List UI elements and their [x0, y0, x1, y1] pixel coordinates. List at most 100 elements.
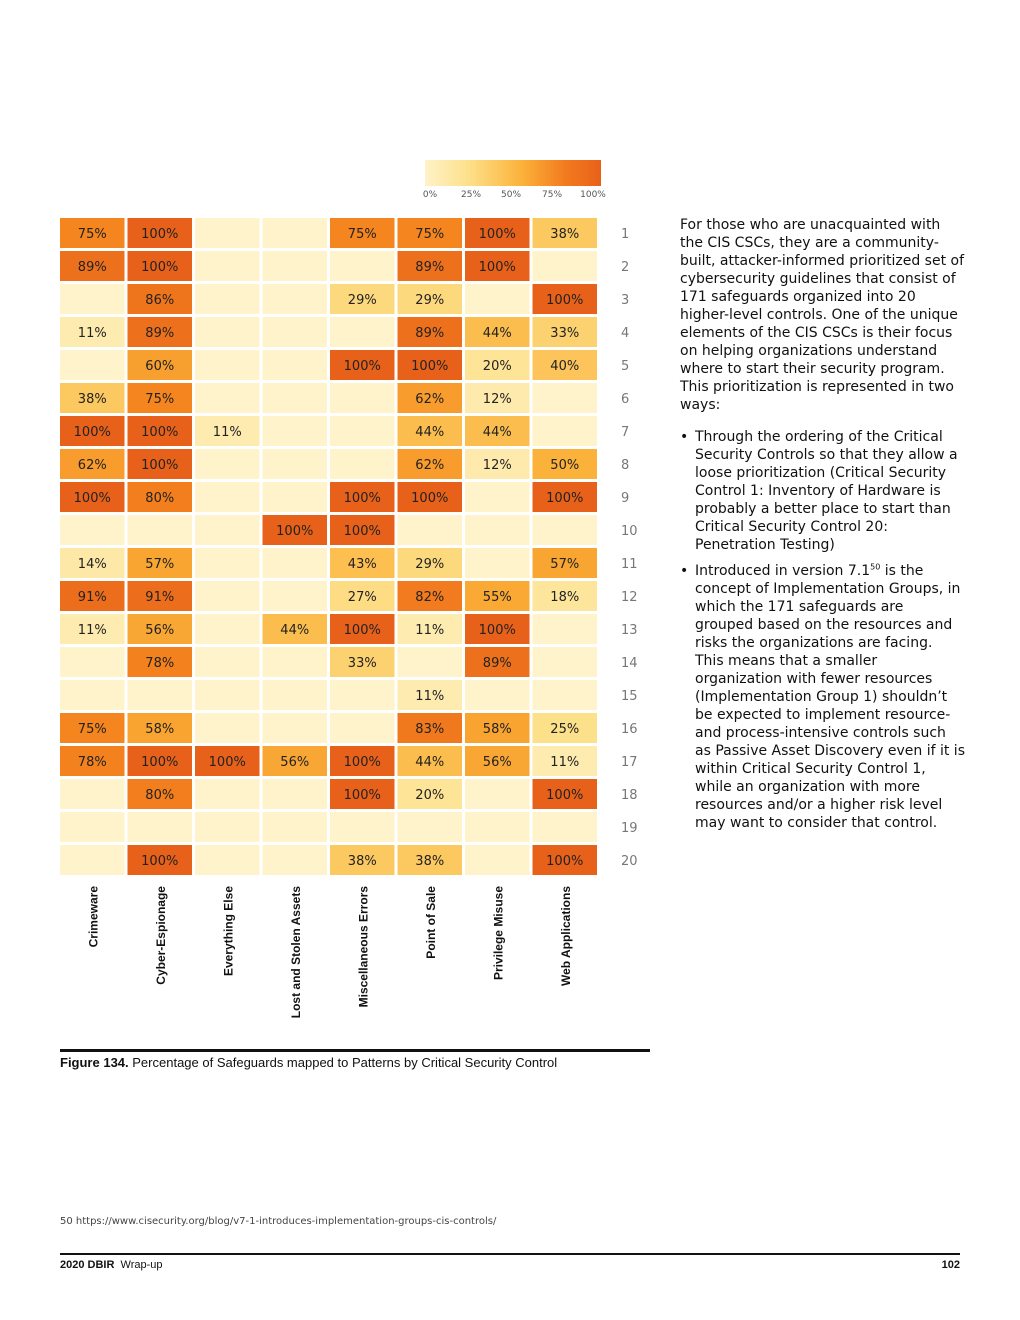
heatmap-cell	[127, 680, 192, 710]
cell-value-label: 100%	[546, 854, 583, 869]
column-label: Lost and Stolen Assets	[289, 886, 303, 1019]
heatmap-cell	[127, 779, 192, 809]
cell-value-label: 11%	[415, 689, 444, 704]
cell-value-label: 11%	[550, 755, 579, 770]
cell-value-label: 58%	[483, 722, 512, 737]
bullet-glyph: •	[680, 563, 689, 579]
heatmap-cell	[262, 251, 327, 281]
cell-value-label: 89%	[415, 260, 444, 275]
footnote[interactable]: 50 https://www.cisecurity.org/blog/v7-1-…	[60, 1216, 497, 1227]
row-label: 7	[621, 425, 629, 440]
heatmap-cell	[262, 350, 327, 380]
cell-value-label: 62%	[78, 458, 107, 473]
heatmap-cell	[465, 482, 530, 512]
footer-label: 2020 DBIR Wrap-up	[60, 1259, 163, 1271]
cell-value-label: 100%	[344, 524, 381, 539]
cell-value-label: 100%	[479, 623, 516, 638]
bullet-text: Through the ordering of the Critical Sec…	[695, 429, 958, 553]
heatmap-cell	[397, 482, 462, 512]
heatmap-cell	[262, 779, 327, 809]
cell-value-label: 100%	[546, 293, 583, 308]
cell-value-label: 44%	[415, 425, 444, 440]
heatmap-cell	[60, 449, 125, 479]
row-label: 4	[621, 326, 629, 341]
cell-value-label: 100%	[479, 260, 516, 275]
heatmap-cell	[195, 449, 260, 479]
report-name: 2020 DBIR	[60, 1259, 115, 1271]
footnote-ref[interactable]: 50	[870, 562, 881, 572]
heatmap-cell	[60, 482, 125, 512]
heatmap-cell	[532, 482, 597, 512]
heatmap-cell	[262, 812, 327, 842]
cell-value-label: 100%	[141, 755, 178, 770]
cell-value-label: 100%	[546, 491, 583, 506]
heatmap-cell	[195, 218, 260, 248]
cell-value-label: 100%	[479, 227, 516, 242]
cell-value-label: 33%	[550, 326, 579, 341]
footer-rule	[60, 1253, 960, 1255]
cell-value-label: 11%	[78, 326, 107, 341]
figure-rule	[60, 1049, 650, 1052]
heatmap-cell	[127, 581, 192, 611]
heatmap-cell	[397, 383, 462, 413]
legend-tick: 0%	[422, 190, 438, 200]
heatmap-cell	[195, 284, 260, 314]
heatmap-cell	[262, 614, 327, 644]
heatmap-cell	[330, 614, 395, 644]
heatmap-cell	[60, 713, 125, 743]
list-item: • Through the ordering of the Critical S…	[680, 428, 965, 554]
heatmap-cell	[262, 647, 327, 677]
heatmap-cell	[465, 680, 530, 710]
heatmap-cell	[330, 581, 395, 611]
page-number: 102	[941, 1259, 960, 1271]
heatmap-cell	[195, 680, 260, 710]
legend-gradient-bar	[425, 160, 601, 186]
heatmap-cell	[262, 548, 327, 578]
heatmap-cell	[330, 680, 395, 710]
heatmap-cell	[330, 317, 395, 347]
heatmap-cell	[262, 581, 327, 611]
heatmap-cell	[532, 779, 597, 809]
cell-value-label: 100%	[344, 755, 381, 770]
legend-tick: 25%	[460, 190, 482, 200]
heatmap-cell	[465, 317, 530, 347]
row-label: 5	[621, 359, 629, 374]
heatmap-cell	[60, 317, 125, 347]
heatmap-cell	[60, 218, 125, 248]
heatmap-cell	[465, 614, 530, 644]
heatmap-cell	[195, 416, 260, 446]
heatmap-cell	[60, 779, 125, 809]
cell-value-label: 38%	[550, 227, 579, 242]
heatmap-cell	[330, 284, 395, 314]
heatmap-cell	[397, 317, 462, 347]
heatmap-cell	[397, 515, 462, 545]
heatmap-cell	[195, 317, 260, 347]
heatmap-cell	[330, 746, 395, 776]
intro-paragraph: For those who are unacquainted with the …	[680, 217, 965, 413]
cell-value-label: 43%	[348, 557, 377, 572]
heatmap-cell	[532, 284, 597, 314]
legend-tick: 75%	[541, 190, 563, 200]
cell-value-label: 14%	[78, 557, 107, 572]
heatmap-cell	[262, 746, 327, 776]
heatmap-cell	[397, 779, 462, 809]
heatmap-cell	[127, 845, 192, 875]
cell-value-label: 100%	[74, 491, 111, 506]
heatmap-cell	[60, 350, 125, 380]
heatmap-cell	[195, 581, 260, 611]
heatmap-cell	[465, 284, 530, 314]
cell-value-label: 44%	[483, 326, 512, 341]
heatmap-cell	[195, 614, 260, 644]
cell-value-label: 29%	[415, 557, 444, 572]
heatmap-cell	[397, 416, 462, 446]
cell-value-label: 82%	[415, 590, 444, 605]
heatmap-cell	[397, 581, 462, 611]
cell-value-label: 25%	[550, 722, 579, 737]
row-label: 14	[621, 656, 638, 671]
cell-value-label: 29%	[415, 293, 444, 308]
heatmap-cell	[397, 746, 462, 776]
heatmap-cell	[465, 812, 530, 842]
cell-value-label: 38%	[348, 854, 377, 869]
cell-value-label: 58%	[145, 722, 174, 737]
heatmap-cell	[262, 515, 327, 545]
